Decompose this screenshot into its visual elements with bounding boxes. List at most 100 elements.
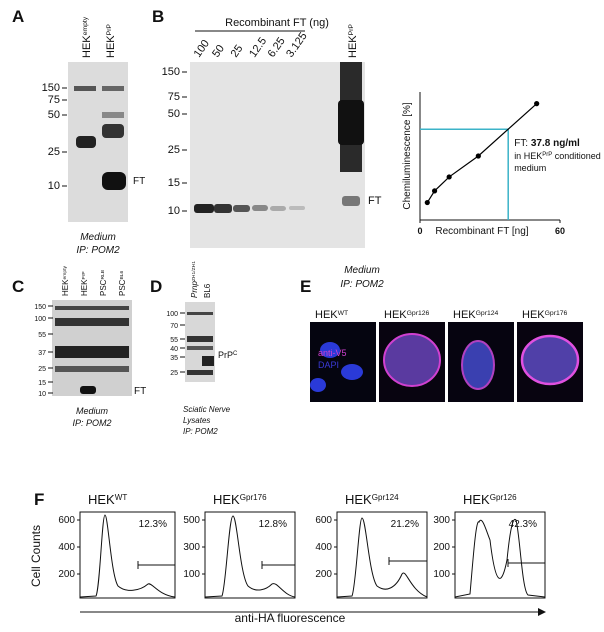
- label-base: HEK: [80, 279, 89, 296]
- label-sup: WT: [338, 310, 349, 317]
- size-marker: 150: [34, 304, 46, 311]
- gate-percent: 21.2%: [391, 519, 419, 530]
- y-axis-title: Chemiluminescence [%]: [402, 102, 413, 209]
- x-axis-title: Recombinant FT [ng]: [435, 226, 528, 237]
- size-marker: 25: [168, 144, 180, 156]
- caption: Lysates: [183, 416, 210, 425]
- label-sup: BL6: [119, 270, 125, 279]
- caption: Sciatic Nerve: [183, 405, 231, 414]
- legend-label: DAPI: [318, 360, 339, 370]
- band-label: FT: [368, 195, 382, 207]
- image-title: HEKGpr176: [522, 309, 568, 321]
- lane-label: PrnpZH1/ZH1: [190, 261, 199, 298]
- lane-label: 50: [210, 43, 227, 60]
- size-marker: 10: [48, 180, 60, 192]
- lane-label: HEKPrP: [347, 24, 359, 58]
- y-tick-label: 300: [183, 542, 200, 553]
- annotation-part: in HEK: [514, 151, 542, 161]
- size-marker: 100: [166, 311, 178, 318]
- size-marker: 25: [170, 370, 178, 377]
- lane-label: 100: [192, 38, 212, 60]
- y-tick-label: 400: [315, 542, 332, 553]
- size-marker: 25: [38, 366, 46, 373]
- label-base: HEK: [213, 492, 240, 507]
- data-point: [475, 153, 481, 159]
- data-point: [431, 188, 438, 194]
- label-sup: empty: [62, 266, 68, 280]
- caption: Medium: [344, 265, 380, 276]
- label-sup: Gpr176: [240, 493, 267, 502]
- label-base: HEK: [61, 279, 70, 296]
- annotation-part: conditioned: [552, 151, 601, 161]
- axis-title: Cell Counts: [29, 525, 43, 587]
- size-marker: 10: [38, 391, 46, 398]
- size-marker: 40: [170, 346, 178, 353]
- panel-label: F: [34, 490, 44, 509]
- label-sup: WT: [115, 493, 128, 502]
- histograms: [79, 511, 546, 599]
- annotation-part: 37.8 ng/ml: [531, 138, 580, 149]
- lane-label: HEKempty: [61, 266, 70, 296]
- y-tick-label: 300: [433, 515, 450, 526]
- panel-label: E: [300, 277, 311, 296]
- gate-percent: 42.3%: [509, 519, 537, 530]
- y-tick-label: 100: [433, 569, 450, 580]
- label-sup: PrP: [348, 24, 355, 36]
- size-marker: 15: [168, 177, 180, 189]
- legend-label: anti-V5: [318, 348, 347, 358]
- label-sup: ZH1/ZH1: [191, 261, 197, 281]
- label-base: HEK: [384, 309, 407, 321]
- chart: 0 60 Recombinant FT [ng] Chemiluminescence …: [402, 92, 601, 237]
- label-sup: empty: [82, 16, 89, 35]
- lane-label: 3.125: [284, 30, 310, 59]
- plot-title: HEKWT: [88, 492, 127, 507]
- caption: IP: POM2: [72, 418, 111, 428]
- x-tick-label: 0: [417, 226, 422, 236]
- y-tick-label: 200: [58, 569, 75, 580]
- gate-percent: 12.3%: [139, 519, 167, 530]
- size-marker: 50: [48, 109, 60, 121]
- image-title: HEKWT: [315, 309, 348, 321]
- band-label: FT: [134, 386, 146, 397]
- gate-percent: 12.8%: [259, 519, 287, 530]
- size-marker: 150: [162, 66, 180, 78]
- annotation: medium: [514, 163, 546, 173]
- label-sup: Gpr124: [372, 493, 399, 502]
- label-base: HEK: [463, 492, 490, 507]
- label-base: HEK: [522, 309, 545, 321]
- plot-title: HEKGpr126: [463, 492, 517, 507]
- blot-b: [190, 62, 365, 248]
- size-marker: 10: [168, 205, 180, 217]
- label-base: HEK: [81, 35, 93, 58]
- annotation-part: FT:: [514, 138, 531, 149]
- lane-label: 12.5: [247, 35, 269, 59]
- micrographs: [310, 322, 583, 402]
- size-marker: 55: [38, 332, 46, 339]
- plot-title: HEKGpr176: [213, 492, 267, 507]
- label-base: HEK: [453, 309, 476, 321]
- y-tick-label: 200: [315, 569, 332, 580]
- size-marker: 55: [170, 337, 178, 344]
- annotation: FT: 37.8 ng/ml: [514, 138, 580, 149]
- size-marker: 75: [48, 94, 60, 106]
- size-marker: 150: [42, 82, 60, 94]
- annotation: in HEKPrP conditioned: [514, 151, 601, 161]
- lane-label: PSCRLB: [99, 269, 108, 296]
- label-base: HEK: [315, 309, 338, 321]
- panel-label: D: [150, 277, 162, 296]
- label-base: HEK: [347, 35, 359, 58]
- caption: IP: POM2: [183, 427, 218, 436]
- label-base: BL6: [203, 283, 212, 298]
- y-tick-label: 100: [183, 569, 200, 580]
- caption: IP: POM2: [340, 279, 384, 290]
- label-sup: RLB: [100, 269, 106, 279]
- size-marker: 25: [48, 146, 60, 158]
- image-title: HEKGpr124: [453, 309, 499, 321]
- y-tick-label: 500: [183, 515, 200, 526]
- size-marker: 15: [38, 380, 46, 387]
- size-marker: 70: [170, 323, 178, 330]
- lane-label: HEKPrP: [80, 271, 89, 296]
- size-marker: 35: [170, 355, 178, 362]
- lane-label: 25: [229, 43, 246, 60]
- label-sup: PrP: [81, 271, 87, 280]
